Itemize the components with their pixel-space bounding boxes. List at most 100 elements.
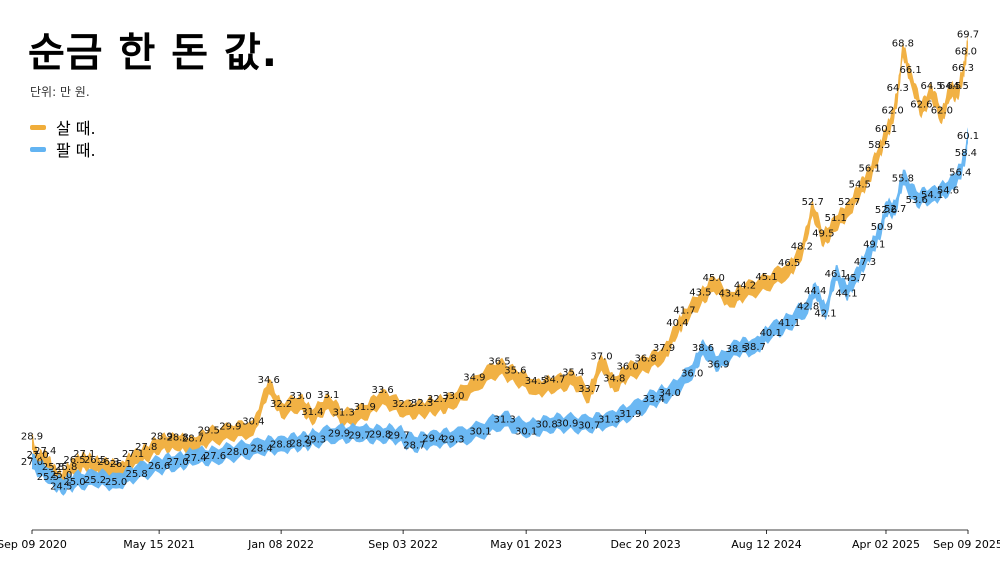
data-label-sell: 29.3 (304, 434, 326, 445)
data-label-sell: 29.8 (369, 430, 391, 441)
data-label-buy: 32.3 (411, 398, 433, 409)
data-label-buy: 69.7 (957, 30, 979, 41)
data-label-sell: 42.1 (814, 308, 836, 319)
data-label-buy: 51.1 (825, 213, 847, 224)
data-label-buy: 45.0 (703, 273, 725, 284)
data-label-buy: 34.6 (258, 375, 280, 386)
data-label-buy: 43.4 (718, 289, 740, 300)
data-label-sell: 31.3 (493, 415, 515, 426)
data-label-sell: 25.2 (84, 475, 106, 486)
data-label-sell: 41.1 (778, 318, 800, 329)
data-label-buy: 43.5 (689, 288, 711, 299)
data-label-sell: 25.5 (37, 472, 59, 483)
data-label-sell: 50.9 (871, 222, 893, 233)
data-label-sell: 30.1 (469, 427, 491, 438)
data-label-buy: 64.5 (939, 81, 961, 92)
data-label-buy: 29.5 (198, 426, 220, 437)
data-label-sell: 29.4 (422, 433, 444, 444)
data-label-buy: 32.7 (427, 394, 449, 405)
data-label-sell: 28.8 (270, 439, 292, 450)
data-label-buy: 27.1 (73, 449, 95, 460)
data-label-buy: 52.7 (802, 197, 824, 208)
data-label-sell: 30.1 (515, 427, 537, 438)
x-tick-label: Dec 20 2023 (610, 538, 680, 551)
x-tick-label: Aug 12 2024 (731, 538, 801, 551)
data-label-buy: 31.9 (354, 402, 376, 413)
data-label-buy: 33.6 (371, 385, 393, 396)
data-label-buy: 66.3 (952, 63, 974, 74)
data-label-sell: 38.7 (744, 342, 766, 353)
data-label-buy: 44.2 (734, 281, 756, 292)
data-label-buy: 54.5 (849, 179, 871, 190)
data-label-sell: 44.4 (804, 286, 826, 297)
data-label-buy: 68.8 (892, 39, 914, 50)
data-label-buy: 34.9 (463, 372, 485, 383)
data-label-buy: 33.0 (442, 391, 464, 402)
chart-legend: 살 때. 팔 때. (30, 116, 96, 160)
x-tick-label: May 01 2023 (490, 538, 562, 551)
data-label-buy: 56.1 (858, 164, 880, 175)
data-label-sell: 31.9 (619, 409, 641, 420)
legend-item-buy: 살 때. (30, 116, 96, 138)
data-label-sell: 60.1 (957, 131, 979, 142)
data-label-buy: 36.8 (634, 354, 656, 365)
series-band-sell (32, 127, 968, 496)
x-tick-label: Jan 08 2022 (247, 538, 314, 551)
data-label-buy: 36.0 (616, 362, 638, 373)
data-label-sell: 29.7 (387, 431, 409, 442)
data-label-sell: 46.1 (825, 269, 847, 280)
data-label-buy: 40.4 (666, 318, 688, 329)
data-label-buy: 36.5 (488, 357, 510, 368)
data-label-buy: 28.9 (151, 431, 173, 442)
data-label-buy: 68.0 (955, 46, 977, 57)
data-label-sell: 38.5 (726, 344, 748, 355)
data-label-buy: 41.7 (673, 305, 695, 316)
data-label-buy: 64.5 (920, 81, 942, 92)
data-label-sell: 31.3 (598, 415, 620, 426)
data-label-buy: 46.5 (778, 258, 800, 269)
data-label-buy: 62.6 (910, 100, 932, 111)
data-label-buy: 37.9 (653, 343, 675, 354)
data-label-buy: 33.1 (317, 390, 339, 401)
data-label-sell: 49.1 (863, 240, 885, 251)
data-label-sell: 55.8 (892, 174, 914, 185)
data-label-buy: 26.3 (97, 457, 119, 468)
data-label-sell: 27.6 (204, 451, 226, 462)
data-label-sell: 34.0 (659, 388, 681, 399)
data-label-buy: 35.4 (562, 367, 584, 378)
data-label-sell: 44.1 (835, 289, 857, 300)
x-tick-label: Apr 02 2025 (852, 538, 920, 551)
data-label-buy: 32.2 (270, 399, 292, 410)
data-label-sell: 52.6 (875, 205, 897, 216)
unit-label: 단위: 만 원. (30, 85, 90, 99)
data-label-sell: 38.6 (692, 343, 714, 354)
data-label-sell: 45.7 (844, 273, 866, 284)
data-label-buy: 49.5 (812, 229, 834, 240)
x-tick-label: Sep 03 2022 (368, 538, 438, 551)
data-label-sell: 30.8 (535, 420, 557, 431)
data-label-buy: 27.8 (135, 442, 157, 453)
data-label-sell: 27.0 (166, 457, 188, 468)
data-label-sell: 25.0 (63, 477, 85, 488)
data-label-buy: 45.1 (755, 272, 777, 283)
x-tick-label: Sep 09 2025 (933, 538, 1000, 551)
data-label-buy: 25.0 (50, 470, 72, 481)
data-label-buy: 27.4 (34, 446, 56, 457)
data-label-sell: 30.7 (578, 421, 600, 432)
data-label-buy: 25.8 (55, 462, 77, 473)
legend-label-sell: 팔 때. (56, 141, 96, 160)
data-label-sell: 28.0 (226, 447, 248, 458)
data-label-buy: 34.8 (603, 373, 625, 384)
data-label-buy: 60.1 (875, 124, 897, 135)
data-label-buy: 31.4 (301, 407, 323, 418)
data-label-sell: 58.4 (955, 148, 977, 159)
x-tick-label: May 15 2021 (123, 538, 195, 551)
data-label-sell: 29.3 (442, 434, 464, 445)
data-label-sell: 24.5 (50, 482, 72, 493)
data-label-buy: 27.0 (26, 450, 48, 461)
data-label-buy: 25.8 (42, 462, 64, 473)
data-label-buy: 37.0 (590, 352, 612, 363)
data-label-sell: 29.9 (328, 429, 350, 440)
data-label-sell: 30.9 (556, 419, 578, 430)
